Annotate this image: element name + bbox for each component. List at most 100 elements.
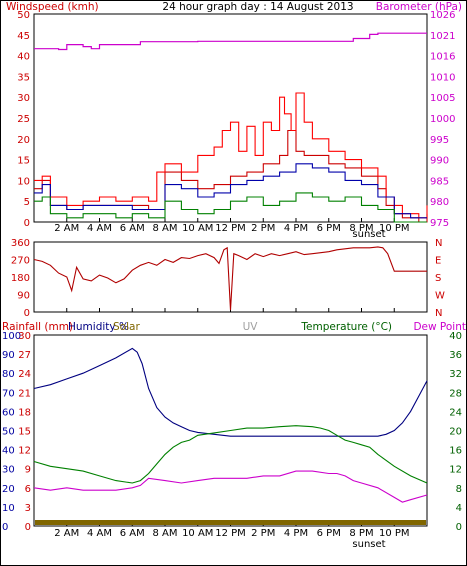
humidity-tick: 70 bbox=[2, 388, 15, 399]
temperature-tick-labels: 0 4 8 12 16 20 24 28 32 36 40 bbox=[449, 331, 462, 533]
windspeed-tick: 20 bbox=[17, 135, 30, 146]
humidity-tick: 60 bbox=[2, 407, 15, 418]
barometer-tick: 1016 bbox=[430, 52, 455, 63]
time-label: 10 AM bbox=[182, 223, 213, 234]
windspeed-tick: 10 bbox=[17, 176, 30, 187]
humidity-axis-label: Humidity % bbox=[68, 321, 129, 333]
temperature-tick: 12 bbox=[449, 465, 462, 476]
temperature-panel-gridlines: 2 AM 4 AM 6 AM 8 AM 10 AM 12 PM 2 PM 4 PM 6 PM 8 … bbox=[33, 522, 428, 539]
rainfall-tick: 6 bbox=[25, 484, 31, 495]
compass-tick: W bbox=[435, 291, 445, 302]
humidity-tick: 20 bbox=[2, 484, 15, 495]
barometer-axis-label: Barometer (hPa) bbox=[376, 1, 462, 13]
humidity-tick: 0 bbox=[2, 522, 8, 533]
barometer-tick: 995 bbox=[430, 135, 449, 146]
rainfall-tick: 9 bbox=[25, 465, 31, 476]
time-label: 2 AM bbox=[54, 223, 79, 234]
minimum-wind-line bbox=[34, 192, 427, 223]
humidity-tick: 80 bbox=[2, 369, 15, 380]
temperature-tick: 32 bbox=[449, 369, 462, 380]
direction-panel-gridlines bbox=[33, 308, 428, 312]
windspeed-tick-labels: 0 5 10 15 20 25 30 35 40 45 50 bbox=[17, 10, 30, 229]
rainfall-tick: 12 bbox=[18, 446, 31, 457]
humidity-line bbox=[33, 347, 428, 437]
time-label: 10 PM bbox=[379, 528, 410, 539]
rainfall-tick: 3 bbox=[25, 503, 31, 514]
windspeed-tick: 35 bbox=[17, 72, 30, 83]
sunset-label-2: sunset bbox=[352, 539, 385, 550]
rainfall-bar bbox=[35, 520, 426, 525]
direction-tick: 360 bbox=[11, 238, 30, 249]
time-label: 8 AM bbox=[152, 528, 177, 539]
rainfall-tick: 21 bbox=[18, 388, 31, 399]
time-label: 6 PM bbox=[317, 528, 341, 539]
time-label: 8 PM bbox=[349, 223, 373, 234]
barometer-tick: 1010 bbox=[430, 72, 455, 83]
solar-axis-label: Solar bbox=[113, 321, 140, 333]
windspeed-tick: 25 bbox=[17, 114, 30, 125]
temperature-tick: 28 bbox=[449, 388, 462, 399]
rainfall-tick: 24 bbox=[18, 369, 31, 380]
time-label: 12 PM bbox=[215, 528, 246, 539]
barometer-tick: 985 bbox=[430, 176, 449, 187]
humidity-tick: 90 bbox=[2, 350, 15, 361]
barometer-tick: 1000 bbox=[430, 114, 455, 125]
direction-panel-series bbox=[33, 246, 427, 311]
time-label: 2 PM bbox=[251, 223, 275, 234]
time-label: 4 PM bbox=[284, 223, 308, 234]
time-label: 2 AM bbox=[54, 528, 79, 539]
average-wind-line bbox=[34, 163, 427, 219]
humidity-tick: 50 bbox=[2, 427, 15, 438]
time-label: 4 AM bbox=[87, 223, 112, 234]
rainfall-tick: 0 bbox=[25, 522, 31, 533]
wind-panel-gridlines: 2 AM 4 AM 6 AM 8 AM 10 AM 12 PM 2 PM 4 PM 6 PM 8 … bbox=[33, 218, 428, 234]
windspeed-tick: 50 bbox=[17, 10, 30, 21]
temperature-tick: 40 bbox=[449, 331, 462, 342]
temperature-tick: 20 bbox=[449, 427, 462, 438]
direction-tick: 90 bbox=[17, 291, 30, 302]
barometer-tick: 1021 bbox=[430, 31, 455, 42]
time-label: 4 AM bbox=[87, 528, 112, 539]
dewpoint-line bbox=[33, 470, 428, 503]
wind-panel-series bbox=[34, 32, 428, 223]
compass-tick: E bbox=[435, 256, 441, 267]
barometer-tick-labels: 975 980 985 990 995 1000 1005 1010 1016 1021 1026 bbox=[430, 10, 455, 229]
barometer-tick: 975 bbox=[430, 218, 449, 229]
time-label: 6 AM bbox=[120, 223, 145, 234]
temperature-tick: 8 bbox=[456, 484, 462, 495]
temperature-line bbox=[33, 425, 428, 484]
rainfall-tick: 27 bbox=[18, 350, 31, 361]
temperature-tick: 24 bbox=[449, 407, 462, 418]
compass-tick: N bbox=[435, 238, 442, 249]
compass-tick: N bbox=[435, 308, 442, 319]
chart-title: 24 hour graph day : 14 August 2013 bbox=[162, 1, 353, 13]
temperature-tick: 0 bbox=[456, 522, 462, 533]
time-label: 10 PM bbox=[379, 223, 410, 234]
windspeed-tick: 45 bbox=[17, 31, 30, 42]
time-label: 8 AM bbox=[152, 223, 177, 234]
barometer-tick: 990 bbox=[430, 156, 449, 167]
time-label: 12 PM bbox=[215, 223, 246, 234]
temperature-panel-series bbox=[33, 347, 428, 525]
windspeed-tick: 40 bbox=[17, 52, 30, 63]
time-label: 4 PM bbox=[284, 528, 308, 539]
direction-tick: 270 bbox=[11, 256, 30, 267]
direction-tick: 180 bbox=[11, 273, 30, 284]
barometer-line bbox=[34, 32, 427, 51]
barometer-tick: 1026 bbox=[430, 10, 455, 21]
rainfall-tick: 18 bbox=[18, 407, 31, 418]
rainfall-tick: 30 bbox=[18, 331, 31, 342]
barometer-tick: 980 bbox=[430, 197, 449, 208]
direction-degree-tick-labels: 0 90 180 270 360 bbox=[11, 238, 30, 319]
gust-line bbox=[34, 92, 428, 219]
time-label: 8 PM bbox=[349, 528, 373, 539]
windspeed-tick: 5 bbox=[24, 197, 30, 208]
temperature-tick: 4 bbox=[456, 503, 462, 514]
windspeed-tick: 0 bbox=[24, 218, 30, 229]
rainfall-tick: 15 bbox=[18, 427, 31, 438]
temperature-tick: 16 bbox=[449, 446, 462, 457]
time-label: 10 AM bbox=[182, 528, 213, 539]
rainfall-axis-label: Rainfall (mm) bbox=[2, 321, 73, 333]
